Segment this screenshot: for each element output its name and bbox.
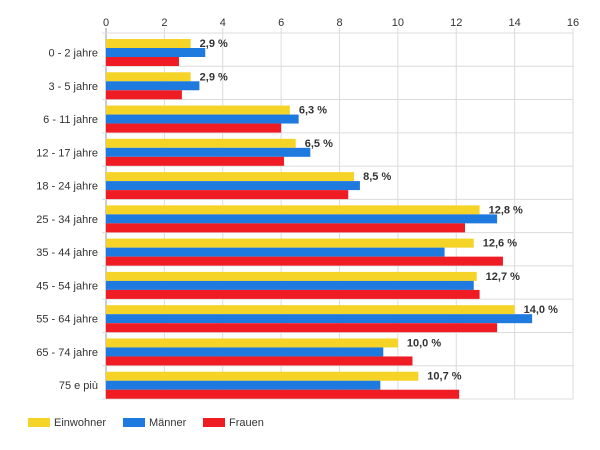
x-tick-label: 6	[278, 17, 284, 29]
category-labels: 0 - 2 jahre 3 - 5 jahre 6 - 11 jahre 12 - 1…	[36, 48, 98, 393]
legend-swatch-frauen	[203, 418, 225, 427]
legend-label-männer: Männer	[149, 417, 187, 429]
bar-einwohner-8	[106, 305, 515, 315]
bar-einwohner-0	[106, 39, 191, 48]
data-label: 12,7 %	[486, 271, 520, 283]
bar-einwohner-2	[106, 105, 290, 115]
bar-frauen-5	[106, 223, 466, 233]
data-label: 12,8 %	[489, 204, 523, 216]
category-label: 65 - 74 jahre	[36, 347, 98, 359]
bar-frauen-8	[106, 323, 498, 333]
bar-frauen-10	[106, 389, 460, 399]
x-tick-label: 14	[509, 17, 521, 29]
bar-einwohner-7	[106, 271, 477, 281]
bar-männer-2	[106, 114, 299, 124]
bar-männer-6	[106, 247, 445, 257]
data-label: 6,3 %	[299, 105, 327, 117]
x-tick-label: 4	[220, 17, 226, 29]
category-label: 25 - 34 jahre	[36, 214, 98, 226]
x-tick-label: 0	[103, 17, 109, 29]
data-labels: 2,9 % 2,9 % 6,3 % 6,5 % 8,5 % 12,8 % 12,6 % 12,…	[200, 38, 558, 383]
bar-frauen-2	[106, 123, 282, 133]
data-label: 12,6 %	[483, 238, 517, 250]
data-label: 6,5 %	[305, 138, 333, 150]
data-label: 2,9 %	[200, 38, 228, 50]
bar-einwohner-1	[106, 72, 191, 82]
bar-frauen-0	[106, 57, 179, 66]
category-label: 18 - 24 jahre	[36, 181, 98, 193]
bar-frauen-9	[106, 356, 413, 366]
data-label: 10,0 %	[407, 337, 441, 349]
data-label: 2,9 %	[200, 71, 228, 83]
bar-einwohner-5	[106, 205, 480, 215]
category-label: 75 e più	[59, 380, 98, 392]
bar-männer-5	[106, 214, 498, 224]
legend: Einwohner Männer Frauen	[28, 417, 264, 429]
x-tick-label: 2	[161, 17, 167, 29]
bar-männer-7	[106, 280, 474, 290]
bar-frauen-3	[106, 156, 285, 166]
bar-frauen-1	[106, 90, 182, 100]
bar-einwohner-4	[106, 172, 355, 182]
bar-männer-0	[106, 48, 206, 57]
bar-männer-8	[106, 314, 533, 324]
bar-frauen-4	[106, 190, 349, 200]
bar-männer-10	[106, 380, 381, 390]
category-label: 3 - 5 jahre	[48, 81, 98, 93]
bars	[106, 39, 533, 399]
legend-swatch-einwohner	[28, 418, 50, 427]
bar-frauen-7	[106, 289, 480, 299]
legend-label-einwohner: Einwohner	[54, 417, 106, 429]
x-axis-tick-labels: 0 2 4 6 8 10 12 14 16	[103, 17, 579, 29]
bar-einwohner-10	[106, 371, 419, 381]
data-label: 14,0 %	[524, 304, 558, 316]
grid-lines	[102, 28, 574, 400]
legend-label-frauen: Frauen	[229, 417, 264, 429]
category-label: 35 - 44 jahre	[36, 247, 98, 259]
bar-frauen-6	[106, 256, 503, 266]
category-label: 45 - 54 jahre	[36, 280, 98, 292]
category-label: 55 - 64 jahre	[36, 314, 98, 326]
bar-einwohner-9	[106, 338, 398, 348]
bar-männer-9	[106, 347, 384, 357]
x-tick-label: 10	[392, 17, 404, 29]
category-label: 0 - 2 jahre	[48, 48, 98, 60]
category-label: 6 - 11 jahre	[43, 114, 98, 126]
bar-einwohner-3	[106, 138, 296, 148]
x-tick-label: 16	[567, 17, 579, 29]
data-label: 10,7 %	[427, 371, 461, 383]
bar-männer-3	[106, 147, 311, 157]
data-label: 8,5 %	[363, 171, 391, 183]
x-tick-label: 12	[450, 17, 462, 29]
x-tick-label: 8	[336, 17, 342, 29]
bar-männer-1	[106, 81, 200, 91]
legend-swatch-männer	[123, 418, 145, 427]
bar-männer-4	[106, 181, 360, 191]
category-label: 12 - 17 jahre	[36, 147, 98, 159]
bar-einwohner-6	[106, 238, 474, 248]
